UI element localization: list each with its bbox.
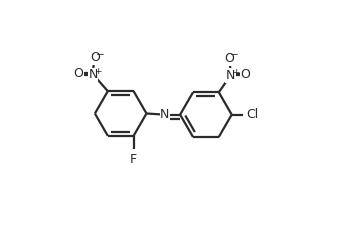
Text: N: N — [160, 108, 170, 121]
Text: O: O — [240, 68, 250, 81]
Text: −: − — [230, 50, 239, 60]
Text: Cl: Cl — [246, 108, 258, 121]
Text: +: + — [94, 67, 102, 76]
Text: O: O — [73, 67, 83, 80]
Text: F: F — [130, 153, 137, 166]
Text: +: + — [232, 68, 240, 76]
Text: O: O — [224, 52, 234, 65]
Text: O: O — [90, 52, 100, 64]
Text: −: − — [96, 50, 105, 60]
Text: N: N — [88, 68, 98, 81]
Text: N: N — [226, 69, 235, 82]
